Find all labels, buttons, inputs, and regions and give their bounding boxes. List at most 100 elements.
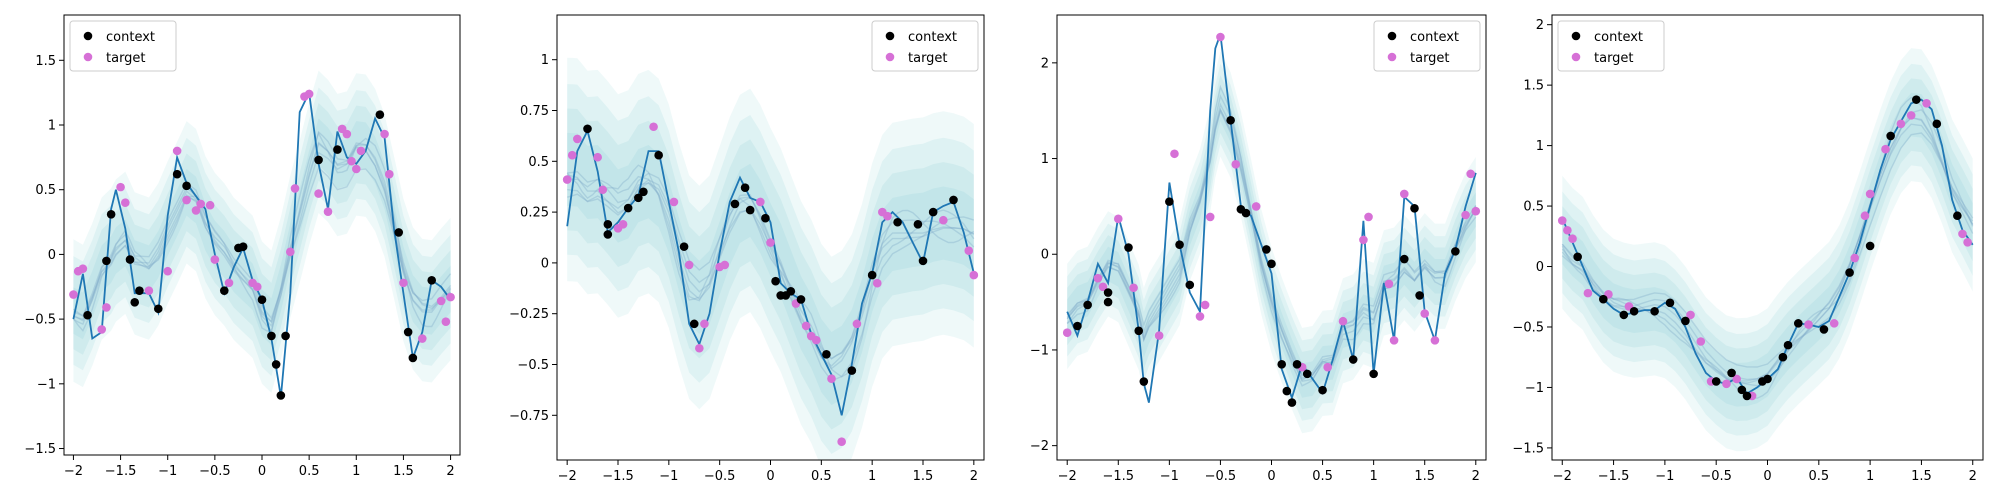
target-point bbox=[116, 182, 125, 192]
x-tick-label: 1 bbox=[352, 464, 360, 479]
target-point bbox=[1384, 279, 1394, 289]
context-point bbox=[1742, 391, 1752, 401]
sample-line bbox=[73, 130, 451, 333]
sample-line bbox=[1561, 132, 1974, 368]
y-tick-label: 0.5 bbox=[528, 155, 549, 170]
context-point bbox=[135, 286, 144, 295]
context-point bbox=[1369, 369, 1378, 379]
target-point bbox=[1251, 202, 1261, 211]
context-point bbox=[1932, 119, 1942, 129]
target-point bbox=[1399, 189, 1409, 199]
legend-box bbox=[871, 20, 979, 72]
x-tick-label: 2 bbox=[1969, 469, 1977, 484]
sample-line bbox=[566, 164, 975, 378]
context-point bbox=[1267, 259, 1276, 269]
target-point bbox=[69, 290, 78, 299]
target-point bbox=[347, 156, 356, 166]
target-point bbox=[684, 260, 694, 270]
target-point bbox=[1113, 214, 1123, 224]
x-tick-label: 0 bbox=[1267, 469, 1275, 484]
target-point bbox=[1896, 119, 1906, 129]
context-point bbox=[1619, 310, 1629, 320]
context-point bbox=[1226, 115, 1235, 125]
x-tick-label: 0.5 bbox=[1312, 469, 1333, 484]
x-tick-label: 1 bbox=[868, 469, 876, 484]
target-point bbox=[384, 169, 394, 179]
target-point bbox=[1922, 98, 1931, 108]
context-point bbox=[106, 209, 116, 219]
context-point bbox=[1124, 243, 1133, 252]
target-point bbox=[649, 122, 658, 132]
context-point bbox=[679, 242, 689, 251]
x-tick-label: 2 bbox=[446, 464, 454, 479]
target-point bbox=[720, 260, 730, 270]
target-point bbox=[1359, 235, 1368, 245]
target-point bbox=[1860, 211, 1870, 221]
target-point bbox=[1466, 169, 1475, 179]
target-point bbox=[1389, 336, 1399, 345]
context-point bbox=[1793, 319, 1803, 328]
context-point bbox=[867, 270, 877, 280]
legend-context-label: context bbox=[1594, 30, 1643, 45]
legend-context-marker bbox=[1387, 31, 1397, 41]
plot-area bbox=[1557, 48, 1974, 452]
uncertainty-band bbox=[567, 108, 974, 430]
target-point bbox=[102, 303, 111, 312]
context-point bbox=[238, 242, 248, 251]
y-tick-label: −0.25 bbox=[509, 307, 549, 322]
context-point bbox=[893, 217, 902, 227]
context-point bbox=[1727, 368, 1736, 378]
uncertainty-band bbox=[567, 57, 974, 460]
target-point bbox=[573, 134, 582, 144]
context-point bbox=[1165, 197, 1174, 206]
uncertainty-band bbox=[1067, 63, 1476, 421]
target-point bbox=[436, 296, 446, 306]
y-tick-label: 0.75 bbox=[520, 104, 549, 119]
target-point bbox=[811, 335, 821, 345]
x-tick-label: 1 bbox=[1370, 469, 1378, 484]
target-point bbox=[172, 146, 182, 156]
legend-box bbox=[1557, 20, 1665, 72]
legend-target-marker bbox=[1571, 52, 1581, 62]
context-point bbox=[172, 169, 182, 179]
x-tick-label: −1.5 bbox=[1102, 469, 1134, 484]
context-point bbox=[1348, 355, 1358, 364]
target-point bbox=[196, 199, 206, 209]
context-point bbox=[403, 327, 413, 337]
target-point bbox=[1430, 336, 1440, 345]
x-tick-label: 1.5 bbox=[913, 469, 934, 484]
target-point bbox=[252, 282, 262, 292]
y-tick-label: 0 bbox=[541, 256, 549, 271]
target-point bbox=[1471, 206, 1481, 216]
legend-target-label: target bbox=[1410, 51, 1450, 66]
target-point bbox=[1722, 379, 1731, 389]
x-tick-label: −0.5 bbox=[199, 464, 231, 479]
target-point bbox=[210, 255, 220, 264]
y-tick-label: 1 bbox=[48, 119, 56, 134]
panel-4: −2 −1.5 −1 −0.5 0 0.5 1 1.5 2 −1.5 −1 −0.5 0 0.5 1 1.5 2… bbox=[1512, 14, 1984, 484]
target-point bbox=[1563, 225, 1572, 235]
legend-target-marker bbox=[83, 52, 93, 62]
y-tick-label: −0.5 bbox=[24, 313, 56, 328]
legend: context target bbox=[69, 20, 177, 72]
context-point bbox=[1103, 288, 1113, 297]
uncertainty-band bbox=[567, 84, 974, 454]
target-point bbox=[1850, 253, 1860, 263]
target-point bbox=[756, 197, 765, 207]
target-point bbox=[1906, 111, 1916, 120]
context-point bbox=[1282, 386, 1292, 396]
target-point bbox=[163, 266, 173, 276]
x-tick-label: 1.5 bbox=[393, 464, 414, 479]
target-point bbox=[356, 146, 366, 156]
y-tick-label: 1 bbox=[541, 53, 549, 68]
plot-area bbox=[562, 57, 979, 460]
context-point bbox=[583, 124, 592, 134]
context-point bbox=[623, 203, 633, 213]
context-point bbox=[125, 255, 135, 264]
target-point bbox=[182, 195, 191, 205]
context-point bbox=[603, 219, 613, 229]
uncertainty-band bbox=[73, 70, 451, 393]
target-point bbox=[1364, 212, 1373, 222]
uncertainty-band bbox=[1562, 78, 1973, 422]
x-tick-label: −1 bbox=[1160, 469, 1179, 484]
